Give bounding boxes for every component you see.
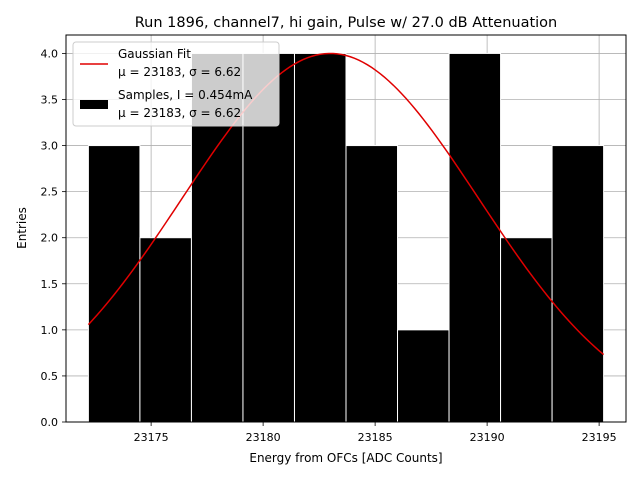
x-tick-label: 23190 (470, 431, 505, 444)
x-tick-label: 23180 (246, 431, 281, 444)
legend-fit-label: Gaussian Fit (118, 47, 191, 61)
y-tick-label: 4.0 (41, 47, 59, 60)
histogram-bar (500, 237, 553, 423)
legend-box (72, 41, 280, 127)
chart-title: Run 1896, channel7, hi gain, Pulse w/ 27… (135, 15, 558, 31)
x-tick-label: 23195 (582, 431, 617, 444)
x-tick-label: 23185 (358, 431, 393, 444)
y-axis-ticks: 0.0 0.5 1.0 1.5 2.0 2.5 3.0 3.5 4.0 (41, 47, 66, 429)
y-tick-label: 0.5 (41, 370, 59, 383)
histogram-bar (397, 329, 450, 423)
x-axis-ticks: 23175 23180 23185 23190 23195 (134, 422, 617, 444)
legend-samples-stats: μ = 23183, σ = 6.62 (118, 106, 241, 120)
legend-samples-swatch (80, 100, 108, 109)
histogram-bar (448, 52, 502, 423)
y-tick-label: 3.5 (41, 94, 59, 107)
y-tick-label: 2.5 (41, 186, 59, 199)
histogram-bar (551, 145, 605, 423)
y-tick-label: 1.5 (41, 278, 59, 291)
histogram-bar (345, 145, 399, 423)
y-tick-label: 2.0 (41, 232, 59, 245)
x-tick-label: 23175 (134, 431, 169, 444)
histogram-bar (87, 145, 141, 423)
histogram-bar (139, 237, 192, 423)
y-tick-label: 3.0 (41, 140, 59, 153)
gaussian-fit-line (87, 52, 605, 356)
legend: Gaussian Fit μ = 23183, σ = 6.62 Samples… (72, 41, 280, 127)
y-tick-label: 1.0 (41, 324, 59, 337)
histogram-bar (293, 52, 347, 423)
y-tick-label: 0.0 (41, 416, 59, 429)
legend-fit-stats: μ = 23183, σ = 6.62 (118, 65, 241, 79)
legend-samples-label: Samples, I = 0.454mA (118, 88, 253, 102)
x-axis-label: Energy from OFCs [ADC Counts] (249, 451, 442, 465)
plot-frame (65, 34, 627, 423)
fit-curve-group (87, 52, 605, 356)
y-axis-label: Entries (15, 207, 29, 249)
